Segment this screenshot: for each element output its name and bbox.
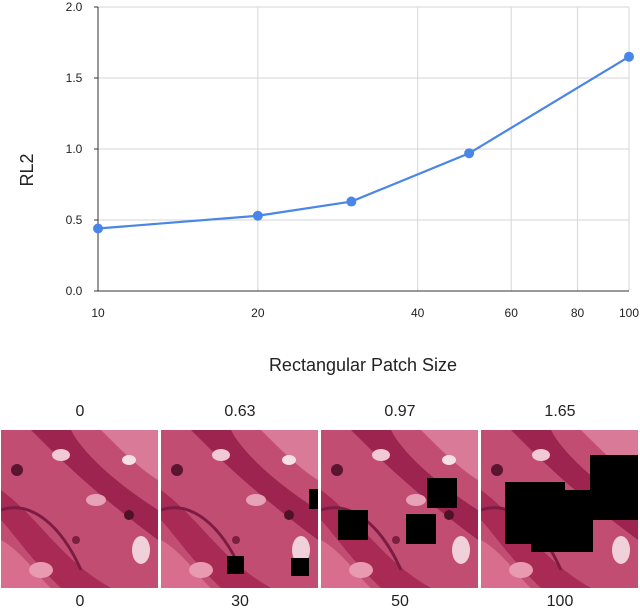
series-line (97, 55, 630, 230)
y-tick-label: 1.0 (66, 142, 83, 156)
chart-grid (97, 6, 630, 292)
tile-top-label: 0.63 (224, 403, 256, 420)
occlusion-patch (590, 455, 638, 520)
x-tick-label: 20 (251, 306, 265, 320)
data-point (464, 148, 475, 159)
x-tick-label: 60 (505, 306, 519, 320)
occluded-tissue-tile (481, 430, 638, 588)
data-point (624, 51, 634, 62)
tile-top-label: 0 (75, 403, 85, 420)
chart-axes (94, 6, 629, 292)
x-axis-title: Rectangular Patch Size (269, 355, 457, 375)
x-tick-label: 10 (91, 306, 105, 320)
patch-example-gallery: 0 0 0.63 30 0.97 50 1.65 100 (0, 400, 640, 610)
occlusion-patch (531, 490, 593, 552)
data-point (252, 210, 263, 221)
y-tick-label: 0.5 (66, 213, 83, 227)
tile-bottom-label: 50 (391, 593, 409, 610)
occlusion-patch (227, 556, 244, 574)
tile-bottom-label: 100 (546, 593, 574, 610)
occlusion-patch (427, 478, 457, 508)
chart-ticks: 10 20 40 60 80 100 0.0 0.5 1.0 1.5 2.0 (66, 0, 640, 320)
occlusion-patch (309, 489, 318, 509)
data-point (346, 196, 357, 207)
occluded-tissue-tile (161, 430, 318, 588)
line-chart: 10 20 40 60 80 100 0.0 0.5 1.0 1.5 2.0 RL2 Rectang… (17, 0, 640, 375)
tile-top-label: 0.97 (384, 403, 416, 420)
occluded-tissue-tile (1, 430, 158, 588)
x-tick-label: 80 (571, 306, 585, 320)
y-tick-label: 1.5 (66, 71, 83, 85)
tile-top-label: 1.65 (544, 403, 576, 420)
occlusion-patch (291, 558, 309, 576)
chart-series (93, 51, 634, 234)
y-axis-title: RL2 (17, 153, 37, 186)
occlusion-patch (338, 510, 368, 540)
data-point (93, 223, 103, 234)
occlusion-patch (406, 514, 436, 544)
x-tick-label: 100 (619, 306, 639, 320)
tissue-image (1, 430, 158, 588)
y-tick-label: 2.0 (66, 0, 83, 14)
y-tick-label: 0.0 (66, 284, 83, 298)
tile-bottom-label: 30 (231, 593, 249, 610)
tissue-image (321, 430, 478, 588)
tile-bottom-label: 0 (75, 593, 85, 610)
x-tick-label: 40 (411, 306, 425, 320)
occluded-tissue-tile (321, 430, 478, 588)
